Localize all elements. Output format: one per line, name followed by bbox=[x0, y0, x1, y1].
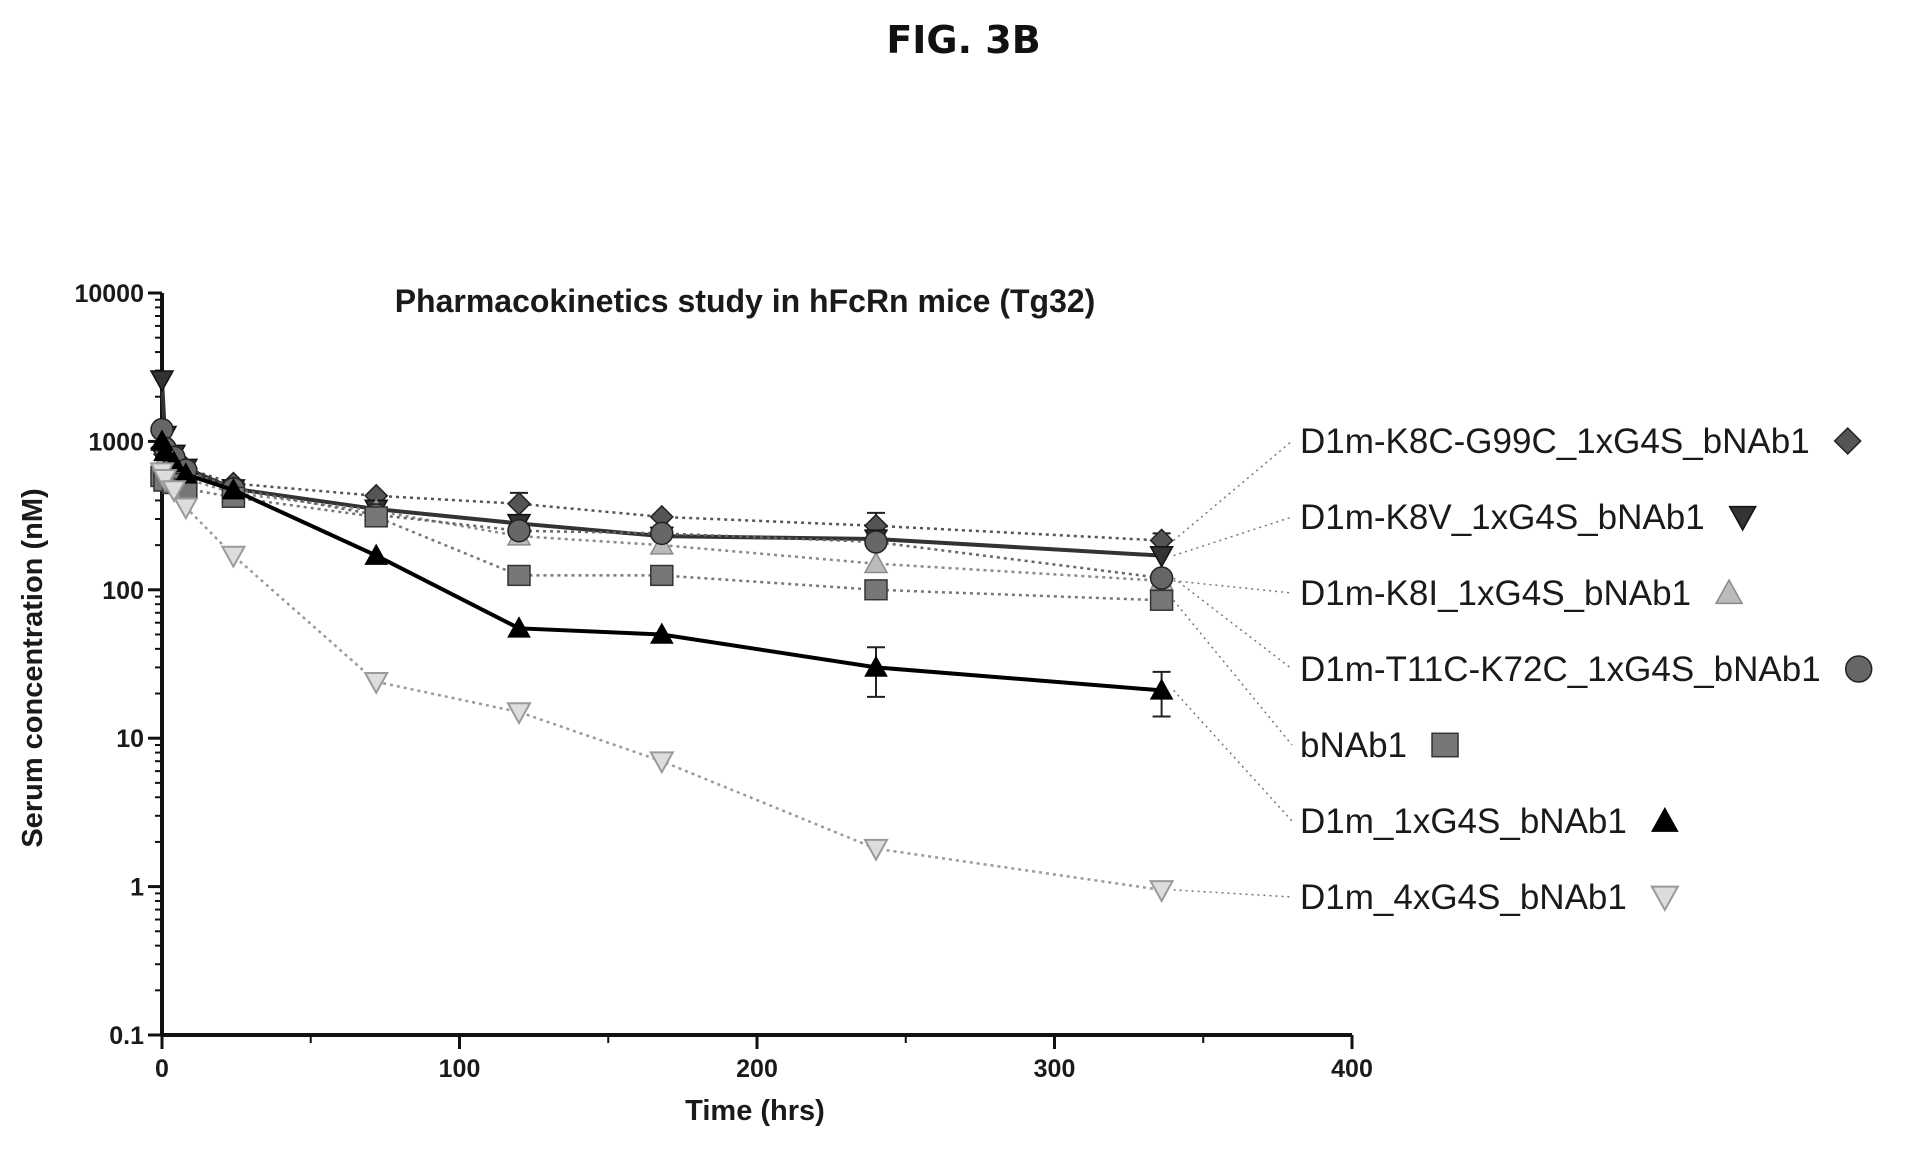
x-tick-label: 300 bbox=[1034, 1055, 1076, 1083]
data-point bbox=[650, 521, 674, 546]
legend-leader-line bbox=[1173, 580, 1293, 594]
data-point bbox=[220, 545, 247, 569]
legend-marker bbox=[1650, 806, 1679, 832]
legend-marker bbox=[1431, 732, 1459, 758]
data-point bbox=[863, 551, 889, 574]
chart-title: Pharmacokinetics study in hFcRn mice (Tg… bbox=[395, 283, 1096, 319]
data-point bbox=[1149, 589, 1174, 611]
data-point bbox=[864, 655, 888, 677]
y-axis-title: Serum concentration (nM) bbox=[17, 488, 49, 847]
y-tick-label: 1000 bbox=[88, 428, 144, 456]
data-point bbox=[863, 838, 889, 862]
x-tick-label: 200 bbox=[736, 1055, 778, 1083]
legend-marker bbox=[1650, 885, 1680, 913]
legend-label: D1m-K8I_1xG4S_bNAb1 bbox=[1300, 574, 1691, 613]
data-point bbox=[1149, 566, 1174, 590]
legend-label: bNAb1 bbox=[1300, 726, 1407, 765]
data-point bbox=[161, 480, 187, 504]
data-point bbox=[650, 564, 674, 587]
legend-leader-line bbox=[1173, 577, 1293, 670]
data-point bbox=[506, 491, 532, 516]
data-point bbox=[363, 671, 389, 695]
data-point bbox=[649, 622, 674, 644]
series-4 bbox=[150, 417, 1174, 590]
plot-area: 0.1 1 10 100 1000 10000 0 100 200 300 400 bbox=[74, 280, 1372, 1083]
data-point bbox=[173, 462, 198, 484]
legend-label: D1m_4xG4S_bNAb1 bbox=[1300, 878, 1627, 917]
data-point bbox=[864, 530, 888, 554]
x-tick-label: 0 bbox=[155, 1055, 169, 1083]
series-line bbox=[160, 475, 1162, 602]
y-tick-label: 10 bbox=[116, 725, 144, 753]
legend-label: D1m-K8V_1xG4S_bNAb1 bbox=[1300, 498, 1705, 537]
y-tick-label: 10000 bbox=[74, 280, 144, 308]
legend-marker bbox=[1728, 505, 1757, 532]
data-point bbox=[221, 478, 246, 500]
data-point bbox=[149, 370, 175, 393]
legend-label: D1m-K8C-G99C_1xG4S_bNAb1 bbox=[1300, 422, 1810, 461]
x-tick-label: 100 bbox=[439, 1055, 481, 1083]
data-point bbox=[864, 579, 888, 601]
legend-leader-line bbox=[1173, 689, 1293, 822]
data-point bbox=[507, 616, 531, 638]
data-point bbox=[173, 497, 199, 521]
legend-leader-line bbox=[1173, 889, 1293, 898]
legend-label: D1m-T11C-K72C_1xG4S_bNAb1 bbox=[1300, 650, 1821, 689]
data-point bbox=[1148, 880, 1175, 903]
series-7 bbox=[149, 462, 1175, 903]
data-point bbox=[152, 468, 178, 492]
data-point bbox=[506, 702, 532, 726]
series-layer bbox=[149, 370, 1175, 903]
figure-label: FIG. 3B bbox=[886, 18, 1041, 62]
data-point bbox=[364, 506, 388, 528]
legend-marker bbox=[1714, 578, 1744, 605]
legend-marker bbox=[1844, 655, 1873, 683]
legend-leader-line bbox=[1173, 599, 1293, 746]
y-tick-label: 1 bbox=[130, 874, 144, 902]
data-point bbox=[153, 439, 177, 462]
data-point bbox=[507, 518, 531, 543]
data-point bbox=[1149, 546, 1174, 569]
legend-leader-line bbox=[1173, 516, 1293, 557]
data-point bbox=[1149, 678, 1174, 700]
series-line bbox=[160, 447, 1162, 542]
x-tick-label: 400 bbox=[1331, 1055, 1373, 1083]
y-tick-label: 0.1 bbox=[109, 1022, 144, 1050]
data-point bbox=[507, 564, 531, 587]
series-line bbox=[160, 463, 1162, 583]
legend-marker bbox=[1833, 426, 1862, 456]
legend-label: D1m_1xG4S_bNAb1 bbox=[1300, 802, 1627, 841]
legend-leader-line bbox=[1173, 440, 1293, 542]
y-tick-label: 100 bbox=[102, 577, 144, 605]
x-axis-title: Time (hrs) bbox=[685, 1095, 825, 1127]
legend: D1m-K8C-G99C_1xG4S_bNAb1 D1m-K8V_1xG4S_bN… bbox=[1173, 422, 1873, 917]
data-point bbox=[364, 543, 389, 565]
data-point bbox=[649, 751, 675, 775]
series-line bbox=[160, 429, 1162, 580]
